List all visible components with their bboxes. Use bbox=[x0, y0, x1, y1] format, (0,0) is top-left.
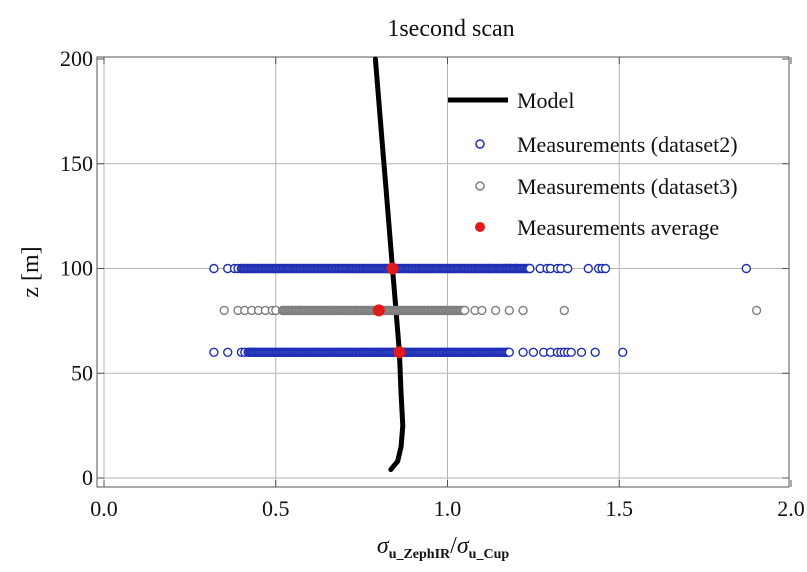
y-tick-label: 50 bbox=[71, 360, 93, 385]
dataset3-point bbox=[490, 305, 501, 316]
x-axis-label-slash: / bbox=[450, 533, 457, 559]
legend: Model Measurements (dataset2) Measuremen… bbox=[448, 88, 738, 240]
dataset2-point bbox=[590, 347, 600, 357]
dataset2-point bbox=[222, 347, 233, 357]
y-tick-label: 200 bbox=[60, 46, 93, 71]
average-point bbox=[386, 262, 399, 275]
legend-dataset2-marker bbox=[475, 139, 485, 149]
x-tick-label: 1.5 bbox=[606, 496, 634, 521]
legend-dataset3-marker bbox=[475, 181, 485, 191]
y-tick-label: 0 bbox=[82, 465, 93, 490]
legend-average-marker bbox=[475, 222, 485, 232]
dataset2-point bbox=[600, 263, 611, 274]
dataset2-point bbox=[583, 263, 593, 274]
dataset3-point bbox=[559, 305, 569, 316]
x-axis-label-sigma: σ bbox=[377, 533, 390, 559]
x-axis-label: σu_ZephIR/σu_Cup bbox=[377, 533, 510, 562]
dataset2-layer bbox=[209, 263, 751, 357]
x-axis-label-sub2: u_Cup bbox=[469, 547, 510, 562]
dataset2-point bbox=[209, 347, 219, 357]
x-tick-label: 2.0 bbox=[777, 496, 805, 521]
average-point bbox=[393, 346, 406, 359]
dataset2-point bbox=[504, 347, 514, 357]
chart-title: 1second scan bbox=[387, 16, 514, 42]
dataset2-point bbox=[528, 347, 539, 357]
dataset2-point bbox=[741, 263, 751, 274]
dataset2-point bbox=[209, 263, 219, 274]
dataset2-point bbox=[525, 263, 535, 274]
dataset3-point bbox=[504, 305, 514, 316]
dataset3-point bbox=[477, 305, 487, 316]
dataset3-point bbox=[518, 305, 528, 316]
dataset2-point bbox=[518, 347, 528, 357]
dataset3-point bbox=[751, 305, 762, 316]
legend-dataset2-label: Measurements (dataset2) bbox=[517, 132, 738, 157]
y-tick-label: 100 bbox=[60, 256, 93, 281]
dataset3-point bbox=[219, 305, 229, 316]
dataset2-point bbox=[618, 347, 628, 357]
x-tick-label: 0.0 bbox=[90, 496, 118, 521]
dataset2-point bbox=[563, 263, 573, 274]
y-tick-label: 150 bbox=[60, 151, 93, 176]
x-axis-label-sub1: u_ZephIR bbox=[389, 547, 451, 562]
dataset3-layer bbox=[219, 305, 762, 316]
legend-average-label: Measurements average bbox=[517, 215, 719, 240]
dataset2-point bbox=[576, 347, 587, 357]
legend-model-label: Model bbox=[517, 88, 574, 113]
dataset2-point bbox=[566, 347, 576, 357]
y-axis-label: z [m] bbox=[18, 246, 44, 297]
x-tick-label: 0.5 bbox=[262, 496, 290, 521]
x-tick-label: 1.0 bbox=[434, 496, 462, 521]
legend-dataset3-label: Measurements (dataset3) bbox=[517, 174, 738, 199]
dataset3-point bbox=[460, 305, 470, 316]
axis-ticks: 0.0 0.5 1.0 1.5 2.0 0 50 100 150 200 bbox=[60, 46, 805, 521]
average-layer bbox=[372, 262, 406, 359]
x-axis-label-sigma-2: σ bbox=[457, 533, 470, 559]
average-point bbox=[372, 304, 385, 317]
plot-frame bbox=[96, 56, 790, 488]
